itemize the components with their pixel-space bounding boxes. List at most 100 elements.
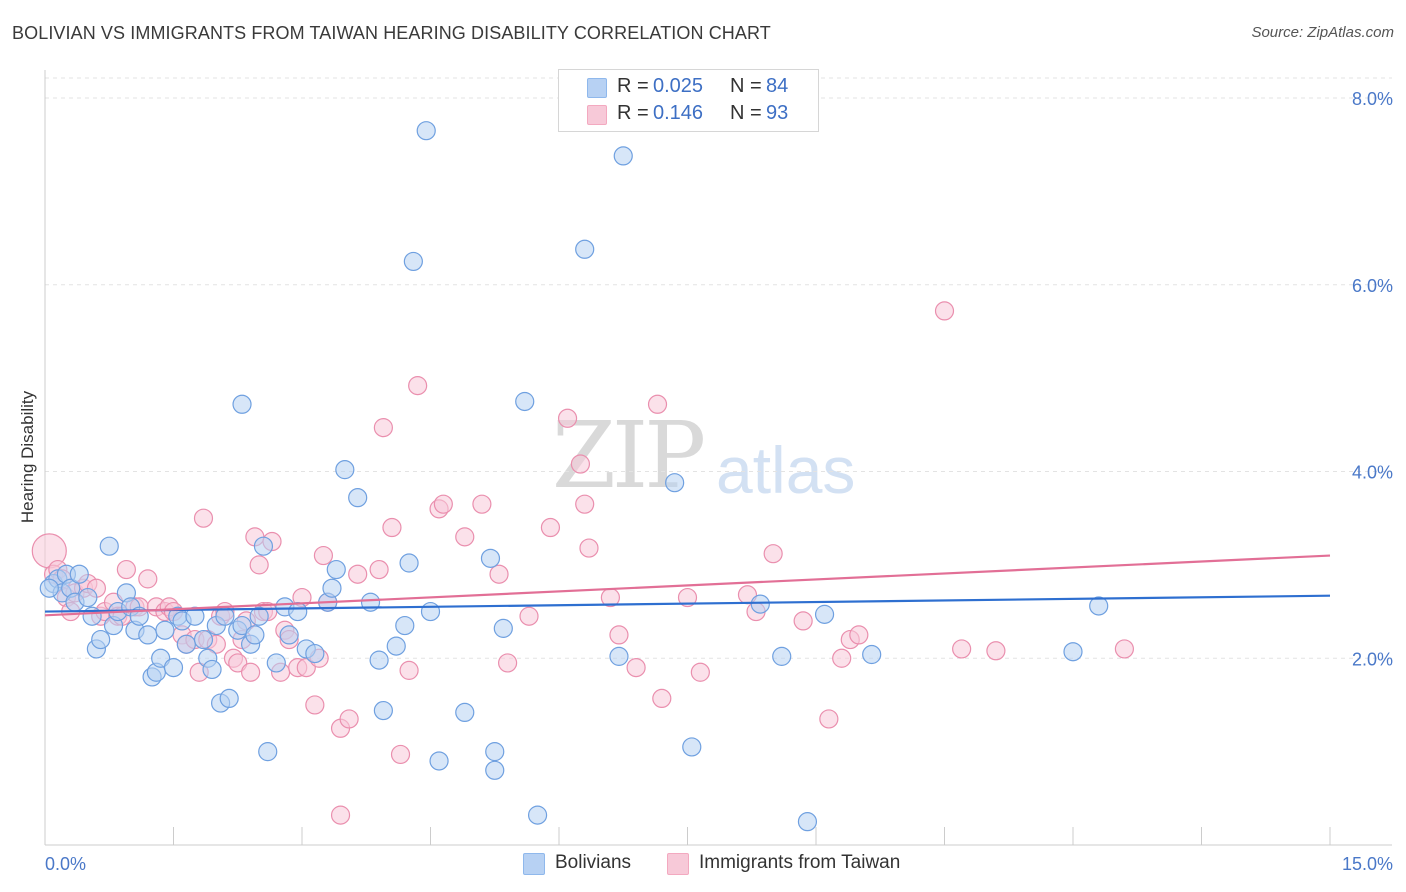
legend-row-taiwan: R = 0.146 N = 93 xyxy=(559,101,818,127)
point-bolivians xyxy=(99,536,119,556)
point-taiwan xyxy=(433,494,453,514)
legend-n-label: N = xyxy=(730,102,762,124)
point-taiwan xyxy=(382,517,402,538)
point-taiwan xyxy=(369,559,389,580)
point-bolivians xyxy=(249,606,269,626)
legend-r-label: R = xyxy=(617,102,649,124)
point-taiwan xyxy=(557,408,578,428)
bottom-legend: Bolivians Immigrants from Taiwan xyxy=(0,851,1406,879)
point-taiwan xyxy=(626,657,646,678)
point-bolivians xyxy=(78,587,98,608)
x-tick-label: 0.0% xyxy=(45,854,86,874)
point-bolivians xyxy=(395,615,415,636)
point-bolivians xyxy=(750,594,770,614)
point-taiwan xyxy=(313,545,334,566)
point-bolivians xyxy=(399,553,419,573)
point-taiwan xyxy=(519,606,539,626)
point-bolivians xyxy=(69,564,89,584)
point-taiwan xyxy=(986,641,1006,661)
point-bolivians xyxy=(288,601,308,622)
point-bolivians xyxy=(322,578,342,598)
point-bolivians xyxy=(202,659,222,680)
point-taiwan xyxy=(609,625,629,645)
point-taiwan xyxy=(249,555,269,575)
point-bolivians xyxy=(335,460,355,480)
point-taiwan xyxy=(339,709,359,729)
point-bolivians xyxy=(403,251,423,272)
y-tick-label: 6.0% xyxy=(1352,276,1393,296)
point-bolivians xyxy=(515,391,535,412)
point-bolivians xyxy=(772,646,792,666)
point-taiwan xyxy=(348,564,368,584)
y-axis-label: Hearing Disability xyxy=(18,390,37,523)
point-bolivians xyxy=(575,239,595,259)
grid-lines xyxy=(45,77,1392,659)
point-bolivians xyxy=(420,601,441,622)
point-bolivians xyxy=(163,657,184,678)
point-taiwan xyxy=(793,611,813,631)
point-taiwan xyxy=(489,564,509,584)
point-bolivians xyxy=(682,737,702,757)
point-bolivians xyxy=(176,634,196,654)
point-taiwan xyxy=(408,376,428,396)
bottom-legend-swatch-taiwan xyxy=(667,853,689,875)
point-taiwan xyxy=(296,657,316,678)
y-tick-label: 2.0% xyxy=(1352,649,1393,669)
point-taiwan xyxy=(832,648,852,668)
point-bolivians xyxy=(665,473,685,493)
point-bolivians xyxy=(416,121,436,141)
point-taiwan xyxy=(305,695,325,715)
point-taiwan xyxy=(330,805,351,825)
point-bolivians xyxy=(232,615,252,636)
point-bolivians xyxy=(91,629,111,650)
point-bolivians xyxy=(258,742,278,762)
point-bolivians xyxy=(39,578,59,598)
point-bolivians xyxy=(527,805,548,825)
point-bolivians xyxy=(429,751,449,771)
point-bolivians xyxy=(493,618,513,638)
point-bolivians xyxy=(373,700,393,721)
point-bolivians xyxy=(232,394,252,414)
watermark-atlas: atlas xyxy=(716,433,856,507)
bottom-legend-label-bolivians: Bolivians xyxy=(555,852,632,873)
point-bolivians xyxy=(326,559,346,580)
point-bolivians xyxy=(862,644,882,665)
legend-n-value: 84 xyxy=(766,75,789,97)
point-taiwan xyxy=(677,587,698,608)
series-taiwan-points xyxy=(31,301,1135,825)
bottom-legend-label-taiwan: Immigrants from Taiwan xyxy=(699,852,901,873)
point-bolivians xyxy=(266,653,286,673)
x-tick-label: 15.0% xyxy=(1342,854,1393,874)
point-taiwan xyxy=(647,394,668,414)
point-taiwan xyxy=(763,544,783,564)
point-taiwan xyxy=(652,688,672,709)
point-bolivians xyxy=(485,742,505,762)
point-taiwan xyxy=(690,662,710,682)
legend-r-label: R = xyxy=(617,75,649,97)
point-taiwan xyxy=(575,494,595,514)
point-taiwan xyxy=(819,709,839,729)
point-taiwan xyxy=(390,744,411,765)
point-taiwan xyxy=(116,559,136,580)
bottom-legend-swatch-bolivians xyxy=(523,853,545,875)
point-taiwan xyxy=(399,660,419,680)
axis-labels: 2.0% 4.0% 6.0% 8.0% 0.0% 15.0% Hearing Disabil… xyxy=(18,89,1393,874)
point-bolivians xyxy=(1063,642,1083,662)
point-bolivians xyxy=(219,688,239,709)
legend-swatch-taiwan xyxy=(587,105,607,125)
point-taiwan xyxy=(472,494,492,514)
point-bolivians xyxy=(797,812,818,832)
point-bolivians xyxy=(609,646,629,666)
point-taiwan xyxy=(849,625,869,645)
point-taiwan xyxy=(373,418,393,438)
point-bolivians xyxy=(151,648,171,668)
legend: R = 0.025 N = 84 R = 0.146 N = 93 xyxy=(558,69,819,132)
legend-swatch-bolivians xyxy=(587,78,607,98)
point-taiwan xyxy=(498,653,518,673)
point-bolivians xyxy=(155,620,175,640)
point-taiwan xyxy=(1114,639,1135,659)
point-taiwan xyxy=(138,569,158,589)
point-taiwan xyxy=(934,301,955,321)
point-bolivians xyxy=(138,625,158,645)
trend-line-taiwan xyxy=(44,554,1331,617)
